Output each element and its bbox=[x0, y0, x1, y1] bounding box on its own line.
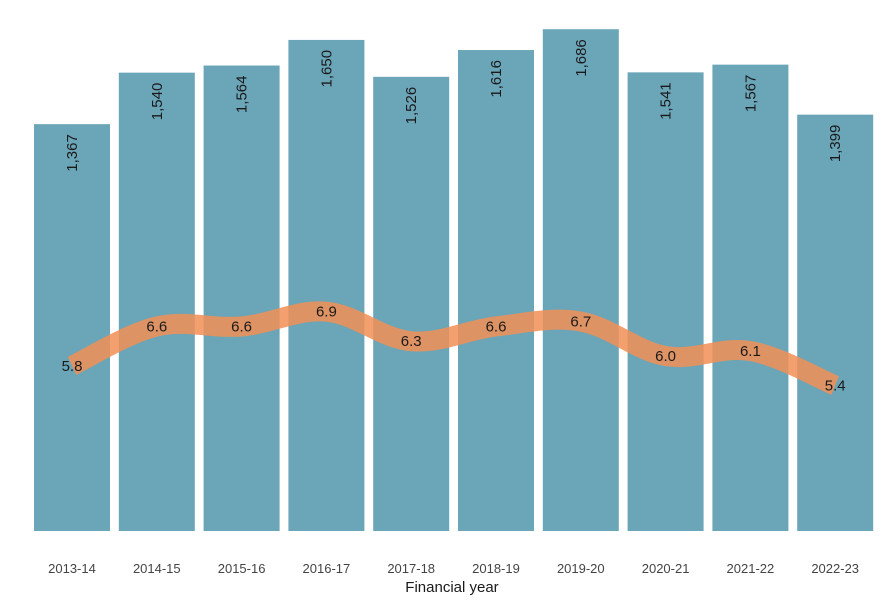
bar-2018-19 bbox=[458, 50, 534, 531]
x-tick-label: 2019-20 bbox=[557, 561, 605, 576]
x-tick-label: 2022-23 bbox=[811, 561, 859, 576]
bar-2017-18 bbox=[373, 76, 450, 531]
bar-2022-23 bbox=[797, 114, 874, 531]
x-tick-label: 2016-17 bbox=[303, 561, 351, 576]
x-tick-labels-group: 2013-14 2014-15 2015-16 2016-17 2017-18 2018-… bbox=[48, 561, 859, 576]
bar-value-label: 1,650 bbox=[318, 50, 335, 88]
bar-value-label: 1,526 bbox=[403, 87, 420, 125]
rate-value-label: 6.6 bbox=[486, 318, 507, 335]
bar-value-label: 1,399 bbox=[827, 125, 844, 163]
rate-value-label: 6.9 bbox=[316, 304, 337, 321]
rate-labels-group: 5.8 6.6 6.6 6.9 6.3 6.6 6.7 6.0 6.1 5.4 bbox=[62, 304, 846, 395]
bar-value-label: 1,567 bbox=[742, 75, 759, 113]
rate-value-label: 5.8 bbox=[62, 358, 83, 375]
bar-2016-17 bbox=[288, 39, 365, 531]
x-tick-label: 2018-19 bbox=[472, 561, 520, 576]
x-axis-title: Financial year bbox=[405, 579, 498, 596]
bar-value-label: 1,686 bbox=[573, 39, 590, 77]
rate-value-label: 6.6 bbox=[146, 318, 167, 335]
x-tick-label: 2021-22 bbox=[727, 561, 775, 576]
bar-value-label: 1,367 bbox=[64, 134, 81, 172]
rate-value-label: 6.6 bbox=[231, 318, 252, 335]
rate-value-label: 6.1 bbox=[740, 343, 761, 360]
rate-value-label: 6.7 bbox=[570, 314, 591, 331]
bar-value-label: 1,564 bbox=[234, 76, 251, 114]
rate-value-label: 5.4 bbox=[825, 378, 846, 395]
x-tick-label: 2014-15 bbox=[133, 561, 181, 576]
rate-value-label: 6.3 bbox=[401, 333, 422, 350]
x-tick-label: 2017-18 bbox=[387, 561, 435, 576]
bar-2014-15 bbox=[118, 72, 195, 532]
bar-value-label: 1,540 bbox=[149, 83, 166, 121]
rate-value-label: 6.0 bbox=[655, 348, 676, 365]
x-tick-label: 2013-14 bbox=[48, 561, 96, 576]
bar-2021-22 bbox=[712, 64, 789, 532]
bars-group bbox=[34, 29, 874, 532]
bar-value-label: 1,616 bbox=[488, 60, 505, 98]
x-tick-label: 2015-16 bbox=[218, 561, 266, 576]
x-tick-label: 2020-21 bbox=[642, 561, 690, 576]
bar-2019-20 bbox=[542, 29, 619, 532]
bar-2013-14 bbox=[34, 124, 110, 532]
rate-band-group bbox=[67, 301, 840, 395]
bar-2015-16 bbox=[203, 65, 280, 531]
bar-2020-21 bbox=[627, 72, 704, 531]
rate-line bbox=[67, 301, 840, 395]
bar-value-label: 1,541 bbox=[658, 82, 675, 120]
bar-labels-group: 1,367 1,540 1,564 1,650 1,526 1,616 1,686 1,541… bbox=[64, 39, 844, 171]
